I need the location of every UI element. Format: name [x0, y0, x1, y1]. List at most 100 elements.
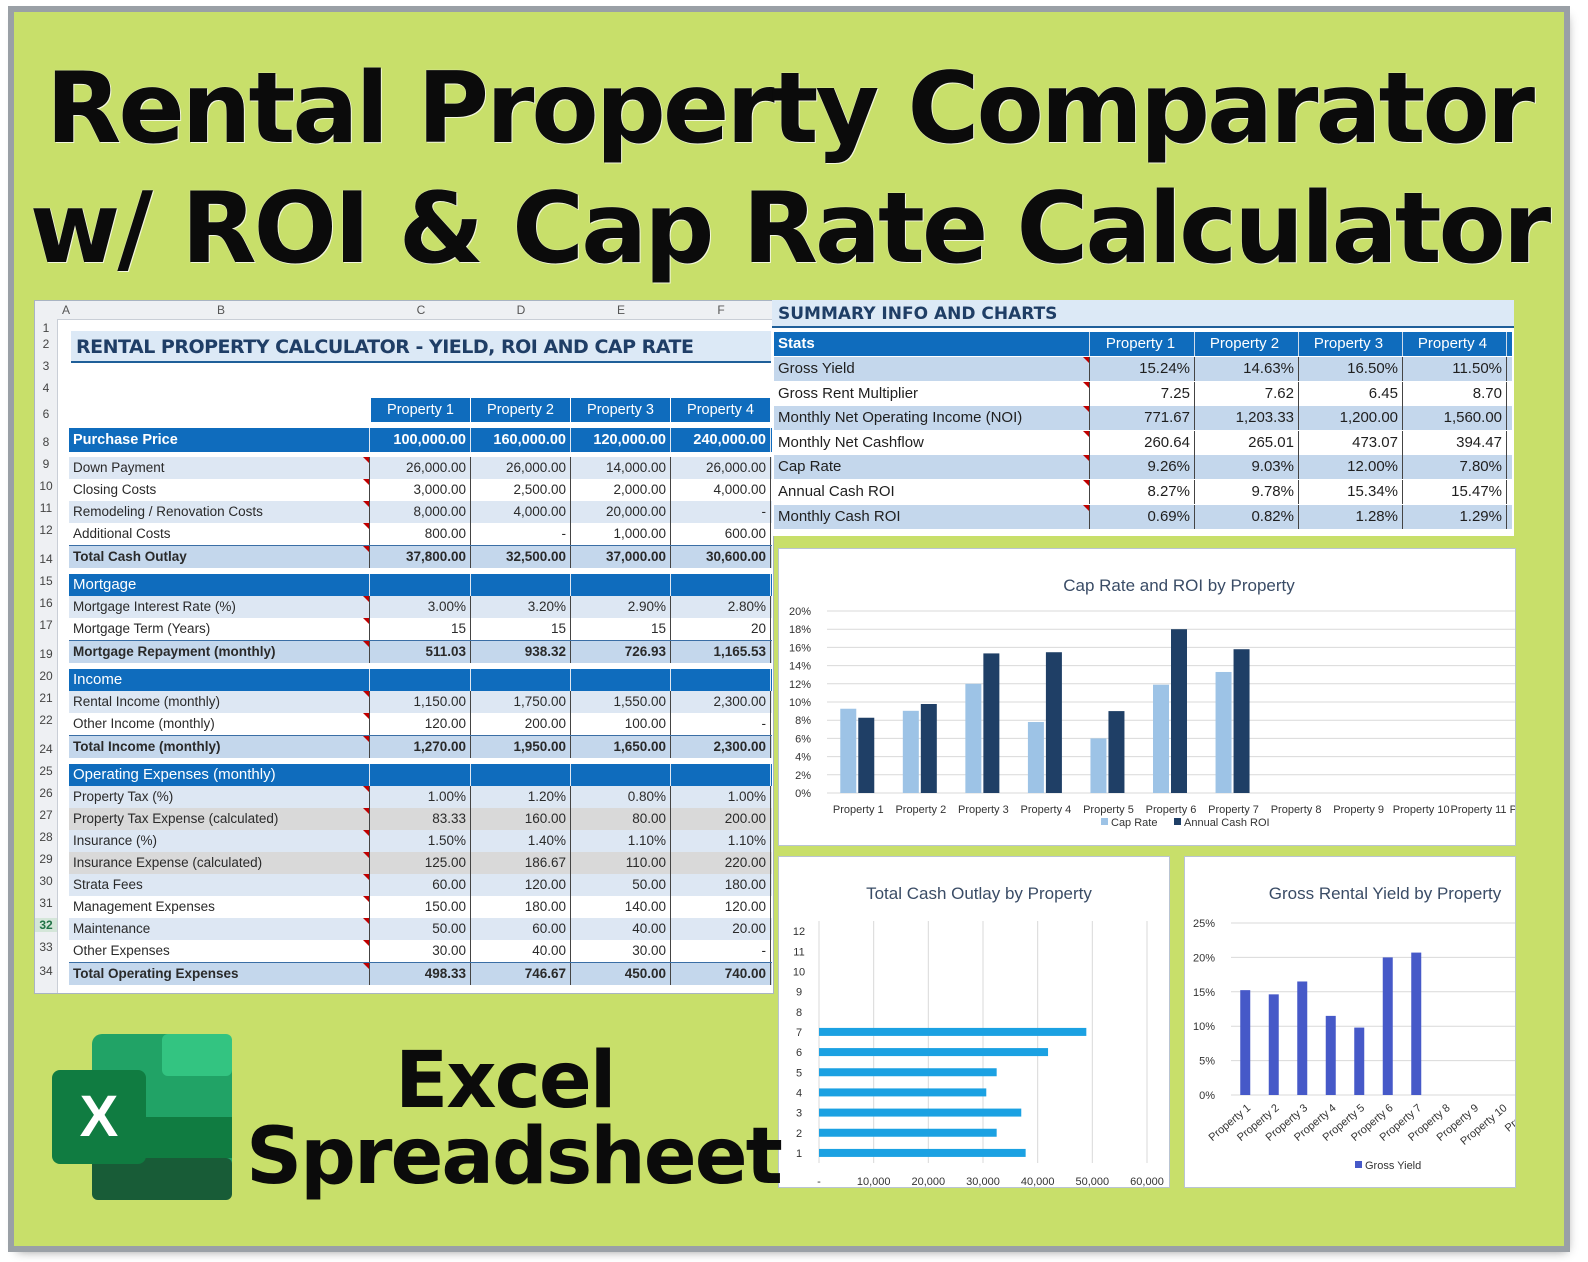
cell-value[interactable] — [471, 764, 571, 786]
cell-value[interactable]: - — [671, 940, 771, 962]
cell-value[interactable]: 8,000.00 — [371, 501, 471, 523]
column-header[interactable]: D — [516, 303, 526, 317]
cell-value[interactable]: 30,600.00 — [671, 546, 771, 568]
summary-value[interactable]: 0.82% — [1195, 504, 1299, 529]
summary-value[interactable]: 1.28% — [1299, 504, 1403, 529]
cell-value[interactable]: 1.10% — [571, 830, 671, 852]
cell-value[interactable]: 14,000.00 — [571, 457, 671, 479]
cell-value[interactable]: 740.00 — [671, 963, 771, 985]
cell-value[interactable] — [671, 669, 771, 691]
cell-value[interactable]: 2.80% — [671, 596, 771, 618]
cell-value[interactable]: 2,300.00 — [671, 736, 771, 758]
purchase-price-label[interactable]: Purchase Price — [69, 428, 370, 452]
cell-value[interactable]: 1,270.00 — [371, 736, 471, 758]
cell-value[interactable]: 40.00 — [571, 918, 671, 940]
cell-value[interactable]: 2.90% — [571, 596, 671, 618]
cell-value[interactable] — [571, 669, 671, 691]
cell-value[interactable]: 150.00 — [371, 896, 471, 918]
property-header[interactable]: Property 3 — [571, 398, 670, 422]
row-number[interactable]: 15 — [39, 574, 53, 588]
summary-value[interactable]: 1,200.00 — [1299, 406, 1403, 431]
cell-value[interactable]: - — [671, 713, 771, 735]
row-label[interactable]: Insurance Expense (calculated) — [69, 852, 370, 874]
cell-value[interactable]: - — [471, 523, 571, 545]
property-header[interactable]: Property 4 — [671, 398, 770, 422]
row-number[interactable]: 21 — [39, 691, 53, 705]
row-label[interactable]: Management Expenses — [69, 896, 370, 918]
cap-rate-roi-chart[interactable]: Cap Rate and ROI by Property 0% 2% 4% 6% 8% 10… — [778, 548, 1516, 846]
cell-value[interactable]: 1.40% — [471, 830, 571, 852]
cell-value[interactable]: 32,500.00 — [471, 546, 571, 568]
row-number[interactable]: 9 — [42, 457, 50, 471]
cell-value[interactable]: 1,150.00 — [371, 691, 471, 713]
summary-value[interactable]: 15.47% — [1403, 480, 1507, 504]
summary-value[interactable]: 16.50% — [1299, 357, 1403, 381]
row-number[interactable]: 6 — [42, 407, 50, 421]
property-header[interactable]: Property 1 — [371, 398, 470, 422]
summary-value[interactable]: 14.63% — [1195, 357, 1299, 381]
cell-value[interactable]: - — [671, 501, 771, 523]
summary-row-label[interactable]: Cap Rate — [774, 455, 1090, 480]
summary-value[interactable]: 7.80% — [1403, 455, 1507, 480]
cell-value[interactable]: 2,500.00 — [471, 479, 571, 501]
cell-value[interactable]: 2,000.00 — [571, 479, 671, 501]
cell-value[interactable]: 140.00 — [571, 896, 671, 918]
cell-value[interactable]: 3.20% — [471, 596, 571, 618]
summary-row-label[interactable]: Gross Rent Multiplier — [774, 381, 1090, 406]
summary-value[interactable]: 8.27% — [1091, 480, 1195, 504]
summary-row-label[interactable]: Monthly Cash ROI — [774, 504, 1090, 529]
cell-value[interactable]: 50.00 — [571, 874, 671, 896]
row-label[interactable]: Mortgage — [69, 574, 370, 596]
cell-value[interactable]: 26,000.00 — [371, 457, 471, 479]
cell-value[interactable]: 26,000.00 — [471, 457, 571, 479]
cell-value[interactable]: 110.00 — [571, 852, 671, 874]
cell-value[interactable]: 15 — [471, 618, 571, 640]
row-label[interactable]: Remodeling / Renovation Costs — [69, 501, 370, 523]
row-number[interactable]: 27 — [39, 808, 53, 822]
row-label[interactable]: Mortgage Interest Rate (%) — [69, 596, 370, 618]
cell-value[interactable]: 180.00 — [471, 896, 571, 918]
row-label[interactable]: Property Tax Expense (calculated) — [69, 808, 370, 830]
cell-value[interactable]: 30.00 — [571, 940, 671, 962]
property-header[interactable]: Property 2 — [471, 398, 570, 422]
summary-value[interactable]: 9.03% — [1195, 455, 1299, 480]
summary-value[interactable]: 1.29% — [1403, 504, 1507, 529]
sheet-title[interactable]: RENTAL PROPERTY CALCULATOR - YIELD, ROI … — [71, 331, 771, 363]
row-label[interactable]: Rental Income (monthly) — [69, 691, 370, 713]
summary-value[interactable]: 473.07 — [1299, 430, 1403, 455]
cell-value[interactable]: 26,000.00 — [671, 457, 771, 479]
column-header[interactable]: C — [416, 303, 426, 317]
row-label[interactable]: Additional Costs — [69, 523, 370, 545]
cell-value[interactable]: 1,000.00 — [571, 523, 671, 545]
cell-value[interactable]: 938.32 — [471, 641, 571, 663]
summary-property-header[interactable]: Property 3 — [1299, 332, 1403, 356]
cell-value[interactable]: 1,950.00 — [471, 736, 571, 758]
row-label[interactable]: Income — [69, 669, 370, 691]
cell-value[interactable]: 160.00 — [471, 808, 571, 830]
row-number[interactable]: 34 — [39, 964, 53, 978]
cell-value[interactable]: 100,000.00 — [371, 428, 471, 452]
cell-value[interactable]: 240,000.00 — [671, 428, 771, 452]
row-label[interactable]: Total Operating Expenses — [69, 963, 370, 985]
cell-value[interactable]: 83.33 — [371, 808, 471, 830]
row-number[interactable]: 4 — [42, 381, 50, 395]
column-header[interactable]: A — [61, 303, 70, 317]
cell-value[interactable]: 37,800.00 — [371, 546, 471, 568]
summary-value[interactable]: 11.50% — [1403, 357, 1507, 381]
cell-value[interactable]: 200.00 — [471, 713, 571, 735]
row-label[interactable]: Maintenance — [69, 918, 370, 940]
cell-value[interactable]: 511.03 — [371, 641, 471, 663]
summary-value[interactable]: 9.26% — [1091, 455, 1195, 480]
cell-value[interactable]: 20 — [671, 618, 771, 640]
cell-value[interactable] — [671, 574, 771, 596]
summary-property-header[interactable]: Property 1 — [1091, 332, 1195, 356]
summary-title[interactable]: SUMMARY INFO AND CHARTS — [772, 300, 1514, 328]
summary-value[interactable]: 771.67 — [1091, 406, 1195, 431]
row-number[interactable]: 22 — [39, 713, 53, 727]
cell-value[interactable]: 1,550.00 — [571, 691, 671, 713]
summary-property-header[interactable]: Property 4 — [1403, 332, 1507, 356]
cell-value[interactable] — [471, 669, 571, 691]
cell-value[interactable]: 450.00 — [571, 963, 671, 985]
summary-row-label[interactable]: Monthly Net Operating Income (NOI) — [774, 406, 1090, 431]
cell-value[interactable]: 1.20% — [471, 786, 571, 808]
